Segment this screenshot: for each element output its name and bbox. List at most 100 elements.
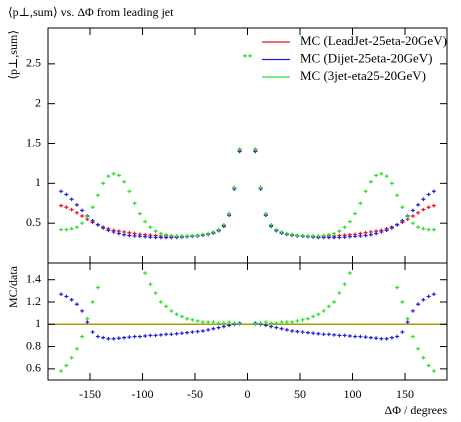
data-point [190, 233, 195, 238]
data-point [206, 231, 211, 236]
data-point [122, 144, 126, 148]
x-tick-label: -150 [79, 387, 101, 401]
data-point [59, 227, 64, 232]
legend-label: MC (3jet-eta25-20GeV) [300, 68, 426, 83]
data-point [311, 331, 316, 335]
data-point [74, 302, 79, 307]
data-point [337, 229, 342, 233]
data-point [410, 214, 415, 218]
data-point [211, 326, 216, 331]
data-point [305, 330, 310, 335]
data-point [74, 203, 79, 207]
data-point [279, 320, 284, 324]
data-point [379, 336, 384, 341]
data-point [116, 231, 121, 236]
data-point [85, 320, 90, 324]
y-tick-label: 0.6 [26, 361, 41, 375]
data-point [368, 179, 373, 184]
data-point [69, 207, 74, 212]
data-point [200, 329, 205, 333]
data-point [216, 227, 221, 232]
data-point [384, 336, 389, 341]
data-point [337, 291, 342, 295]
data-point [106, 174, 111, 178]
data-point [374, 336, 379, 341]
data-point [133, 211, 137, 215]
data-point [332, 300, 337, 304]
data-point [426, 294, 431, 299]
data-point [153, 333, 158, 338]
data-point [132, 334, 137, 339]
data-point [395, 222, 400, 227]
data-point [174, 312, 179, 317]
data-point [143, 334, 148, 338]
data-point [311, 234, 316, 238]
data-point [358, 201, 363, 206]
y-tick-label: 1 [35, 316, 41, 330]
data-point [405, 316, 410, 321]
data-point [69, 226, 74, 231]
data-point [111, 336, 116, 341]
data-point [374, 127, 378, 131]
data-point [169, 332, 174, 337]
data-point [242, 54, 247, 58]
data-point [347, 271, 352, 275]
data-point [153, 235, 158, 240]
data-point [80, 221, 85, 225]
data-point [143, 234, 148, 239]
data-point [132, 201, 137, 206]
data-point [64, 294, 69, 299]
data-point [332, 333, 337, 337]
x-tick-label: 0 [245, 387, 251, 401]
data-point [405, 320, 410, 324]
data-point [311, 314, 316, 319]
data-point [158, 333, 163, 337]
data-point [353, 244, 357, 248]
data-point [300, 330, 305, 334]
data-point [237, 147, 242, 151]
data-point [421, 197, 426, 202]
data-point [326, 232, 331, 237]
data-point [395, 285, 400, 290]
y-tick-label: 0.5 [26, 215, 41, 229]
data-point [206, 328, 211, 332]
data-point [112, 133, 116, 137]
y-tick-label: 1.2 [26, 294, 41, 308]
data-point [379, 230, 384, 234]
data-point [101, 335, 106, 340]
data-point [263, 320, 268, 324]
data-point [127, 335, 132, 339]
data-point [416, 302, 421, 307]
data-point [358, 234, 363, 238]
y-tick-label: 1 [35, 175, 41, 189]
data-point [416, 347, 421, 351]
data-point [347, 219, 352, 224]
data-point [284, 231, 289, 236]
data-point [353, 234, 358, 239]
y-tick-label: 1.4 [26, 271, 41, 285]
data-point [342, 282, 347, 286]
data-point [174, 331, 179, 336]
data-point [300, 318, 305, 322]
data-point [148, 225, 153, 229]
data-point [279, 326, 284, 331]
x-tick-label: 150 [396, 387, 414, 401]
data-point [179, 234, 184, 238]
data-point [59, 189, 64, 194]
data-point [305, 234, 310, 238]
y-axis-label: ⟨p⊥,sum⟩ [6, 30, 20, 80]
data-point [284, 320, 289, 324]
data-point [127, 233, 132, 238]
data-point [143, 219, 148, 224]
data-point [116, 336, 121, 341]
data-point [158, 300, 163, 304]
data-point [132, 234, 137, 238]
data-point [400, 218, 405, 223]
data-point [290, 329, 295, 333]
data-point [64, 192, 69, 197]
data-point [400, 300, 405, 304]
data-point [274, 227, 279, 232]
data-point [95, 285, 100, 290]
data-point [421, 355, 426, 360]
